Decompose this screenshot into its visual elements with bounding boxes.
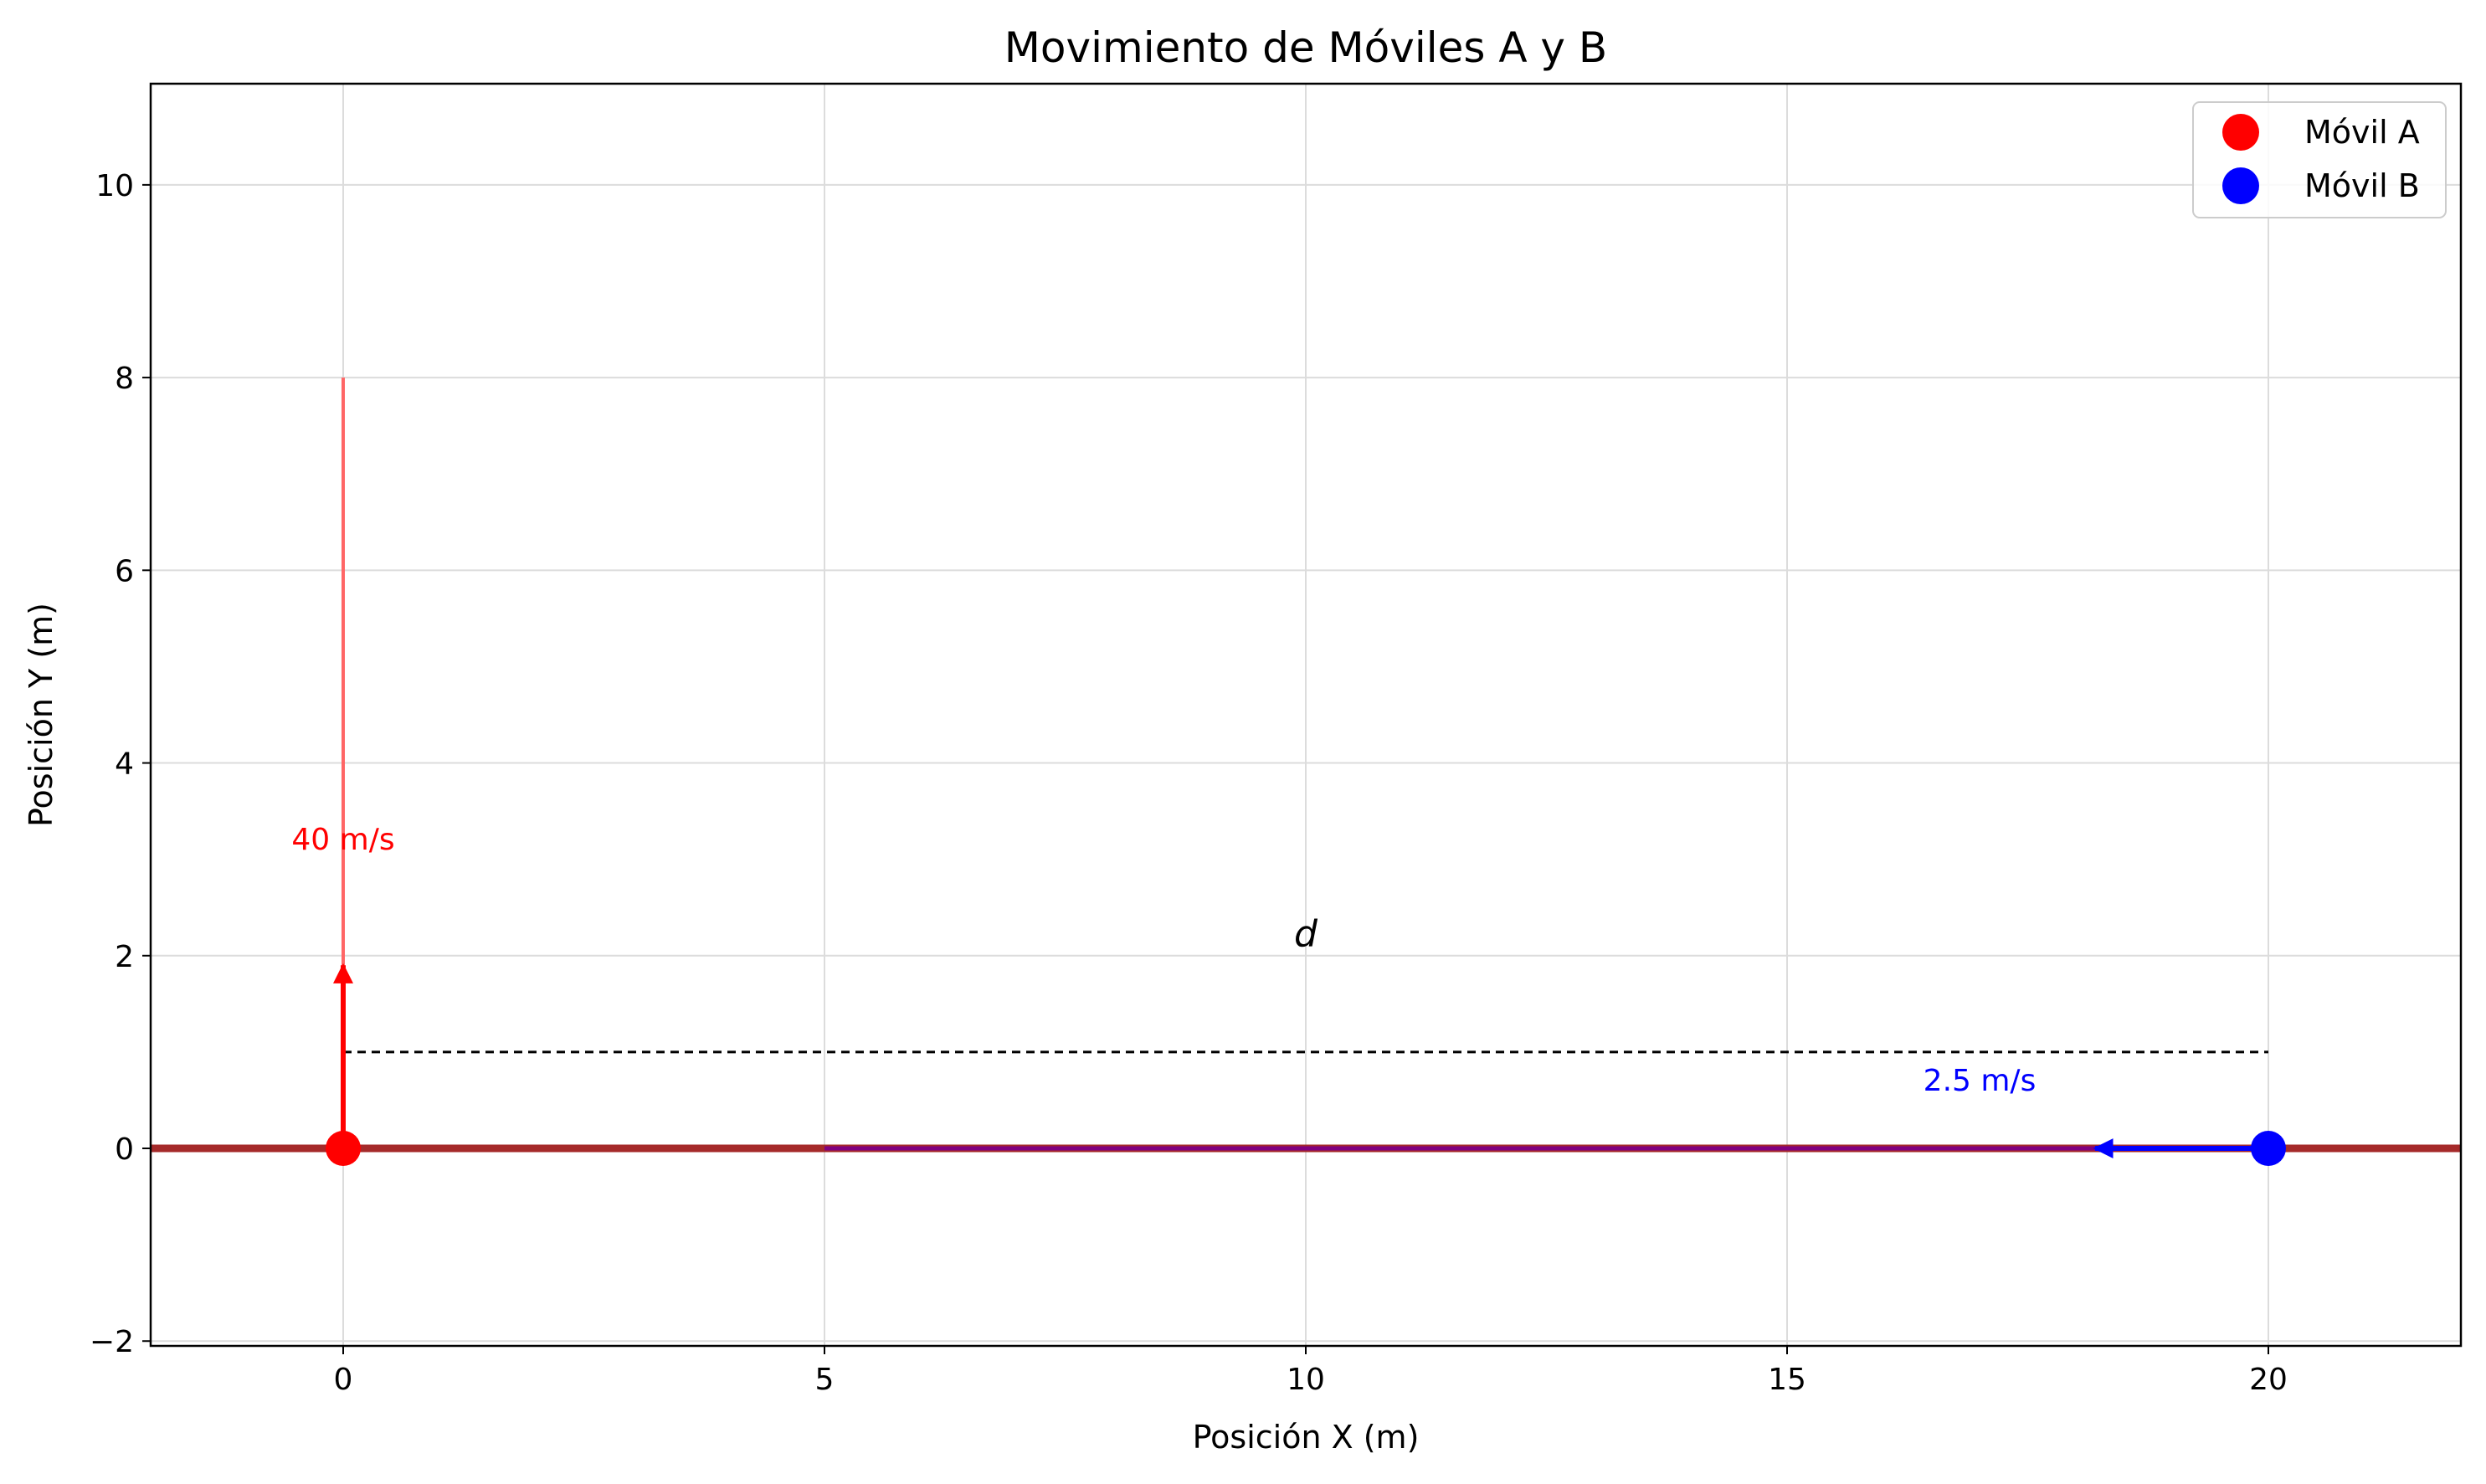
y-tick-label: 8 xyxy=(115,362,134,396)
x-tick-label: 10 xyxy=(1287,1363,1325,1397)
distance-label: d xyxy=(1294,912,1318,955)
y-tick-label: 6 xyxy=(115,554,134,588)
y-tick-label: 2 xyxy=(115,940,134,974)
velocity-a-label: 40 m/s xyxy=(291,823,394,857)
annotations: 40 m/s 2.5 m/s d xyxy=(291,823,2036,1098)
y-tick-label: −2 xyxy=(90,1325,134,1359)
y-axis-label: Posición Y (m) xyxy=(23,603,59,827)
y-tick-label: 4 xyxy=(115,747,134,782)
x-tick-label: 0 xyxy=(334,1363,353,1397)
legend: Móvil A Móvil B xyxy=(2192,101,2447,218)
y-tick-label: 0 xyxy=(115,1132,134,1167)
legend-label-movil-a: Móvil A xyxy=(2304,114,2420,151)
x-tick-label: 5 xyxy=(815,1363,835,1397)
point-movil-a xyxy=(326,1131,361,1167)
legend-label-movil-b: Móvil B xyxy=(2304,167,2420,204)
x-tick-label: 15 xyxy=(1768,1363,1806,1397)
chart-title: Movimiento de Móviles A y B xyxy=(1004,23,1607,72)
x-axis-label: Posición X (m) xyxy=(1193,1419,1420,1456)
x-tick-label: 20 xyxy=(2249,1363,2288,1397)
point-movil-b xyxy=(2251,1131,2286,1167)
legend-marker-movil-a xyxy=(2222,114,2259,151)
y-tick-label: 10 xyxy=(95,169,134,203)
grid xyxy=(151,84,2461,1346)
plot-area xyxy=(151,377,2461,1167)
velocity-b-label: 2.5 m/s xyxy=(1924,1064,2037,1098)
axis-ticks: 0 5 10 15 20 −2 0 2 4 6 8 10 xyxy=(90,169,2288,1397)
legend-marker-movil-b xyxy=(2222,167,2259,204)
